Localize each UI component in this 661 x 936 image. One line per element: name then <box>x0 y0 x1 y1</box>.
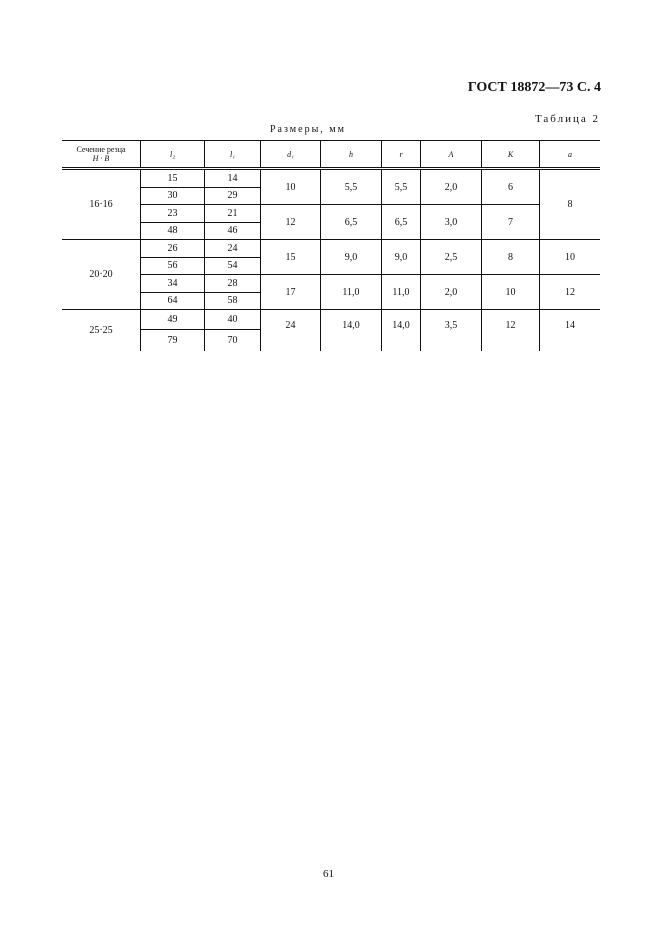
table-row: 23 21 12 6,5 6,5 3,0 7 <box>62 204 600 240</box>
K-cell: 12 <box>481 309 540 351</box>
dimensions-table: Сечение резца H · B l₂ l₁ d₁ h r A K a 16… <box>62 140 600 351</box>
l2-cell: 49 <box>140 309 205 330</box>
K-cell: 7 <box>481 204 540 240</box>
col-section-dims: H · B <box>92 154 110 163</box>
table-row: 16·16 15 14 10 5,5 5,5 2,0 6 8 <box>62 168 600 240</box>
col-K: K <box>481 140 540 170</box>
col-A: A <box>420 140 482 170</box>
col-section: Сечение резца H · B <box>62 140 141 170</box>
table-label: Таблица 2 <box>534 113 600 125</box>
a-cell: 12 <box>539 274 600 310</box>
A-cell: 2,5 <box>420 239 482 275</box>
l1-cell: 29 <box>204 186 261 205</box>
table-row: 30 29 <box>62 186 600 205</box>
page-number: 61 <box>323 868 334 880</box>
h-cell: 14,0 <box>320 309 382 351</box>
d1-cell: 15 <box>260 239 321 275</box>
h-cell: 9,0 <box>320 239 382 275</box>
table-row: 79 70 <box>62 329 600 351</box>
a-cell: 10 <box>539 239 600 275</box>
r-cell: 14,0 <box>381 309 421 351</box>
r-cell: 6,5 <box>381 204 421 240</box>
l2-cell: 26 <box>140 239 205 258</box>
col-r: r <box>381 140 421 170</box>
l1-cell: 46 <box>204 221 261 240</box>
l1-cell: 70 <box>204 329 261 351</box>
section-cell: 16·16 <box>62 168 141 240</box>
l2-cell: 64 <box>140 291 205 310</box>
l2-cell: 56 <box>140 256 205 275</box>
col-l1: l₁ <box>204 140 261 170</box>
col-a: a <box>539 140 600 170</box>
l1-cell: 14 <box>204 168 261 188</box>
A-cell: 2,0 <box>420 274 482 310</box>
l1-cell: 54 <box>204 256 261 275</box>
document-header: ГОСТ 18872—73 С. 4 <box>467 80 601 95</box>
l2-cell: 23 <box>140 204 205 223</box>
A-cell: 3,0 <box>420 204 482 240</box>
l1-cell: 21 <box>204 204 261 223</box>
table-row: 34 28 17 11,0 11,0 2,0 10 12 <box>62 274 600 310</box>
r-cell: 11,0 <box>381 274 421 310</box>
l2-cell: 48 <box>140 221 205 240</box>
A-cell: 2,0 <box>420 168 482 205</box>
a-cell: 8 <box>539 168 600 240</box>
col-h: h <box>320 140 382 170</box>
d1-cell: 17 <box>260 274 321 310</box>
K-cell: 8 <box>481 239 540 275</box>
l1-cell: 58 <box>204 291 261 310</box>
h-cell: 5,5 <box>320 168 382 205</box>
d1-cell: 24 <box>260 309 321 351</box>
A-cell: 3,5 <box>420 309 482 351</box>
table-row: 20·20 26 24 15 9,0 9,0 2,5 8 10 <box>62 239 600 310</box>
d1-cell: 10 <box>260 168 321 205</box>
table-header: Сечение резца H · B l₂ l₁ d₁ h r A K a <box>62 140 600 170</box>
col-section-label: Сечение резца <box>76 145 126 154</box>
l1-cell: 40 <box>204 309 261 330</box>
l2-cell: 30 <box>140 186 205 205</box>
l1-cell: 24 <box>204 239 261 258</box>
a-cell: 14 <box>539 309 600 351</box>
section-cell: 25·25 <box>62 309 141 351</box>
l2-cell: 34 <box>140 274 205 293</box>
col-l2: l₂ <box>140 140 205 170</box>
section-cell: 20·20 <box>62 239 141 310</box>
K-cell: 6 <box>481 168 540 205</box>
table-row: 25·25 49 40 24 14,0 14,0 3,5 12 14 <box>62 309 600 351</box>
col-d1: d₁ <box>260 140 321 170</box>
h-cell: 6,5 <box>320 204 382 240</box>
h-cell: 11,0 <box>320 274 382 310</box>
l2-cell: 15 <box>140 168 205 188</box>
K-cell: 10 <box>481 274 540 310</box>
r-cell: 5,5 <box>381 168 421 205</box>
d1-cell: 12 <box>260 204 321 240</box>
units-label: Размеры, мм <box>270 124 346 135</box>
r-cell: 9,0 <box>381 239 421 275</box>
l1-cell: 28 <box>204 274 261 293</box>
l2-cell: 79 <box>140 329 205 351</box>
